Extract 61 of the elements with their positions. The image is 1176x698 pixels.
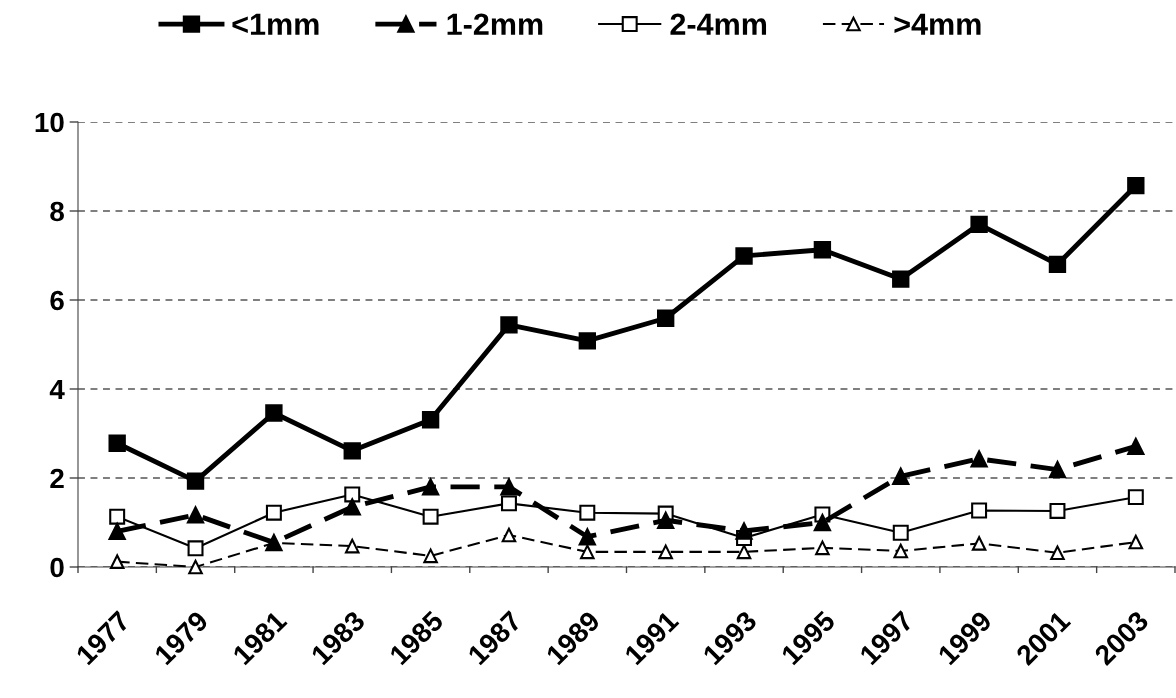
point bbox=[343, 498, 361, 516]
point bbox=[970, 215, 988, 234]
legend-label: <1mm bbox=[232, 13, 319, 35]
point bbox=[422, 508, 439, 525]
point bbox=[1127, 489, 1144, 506]
point bbox=[500, 478, 518, 496]
point bbox=[657, 511, 675, 529]
point bbox=[735, 522, 753, 540]
point bbox=[893, 543, 909, 559]
point bbox=[423, 548, 438, 564]
point bbox=[421, 478, 440, 496]
legend-label: >4mm bbox=[894, 13, 981, 35]
point bbox=[265, 404, 283, 422]
point bbox=[421, 411, 440, 429]
point bbox=[892, 467, 910, 485]
point bbox=[971, 502, 988, 519]
point bbox=[1127, 176, 1145, 195]
point bbox=[186, 506, 205, 524]
point bbox=[658, 544, 673, 560]
point bbox=[892, 270, 910, 288]
point bbox=[1049, 502, 1066, 519]
point bbox=[1127, 437, 1145, 456]
point bbox=[265, 504, 282, 521]
point bbox=[813, 241, 832, 259]
point bbox=[500, 316, 518, 334]
y-tick-label: 8 bbox=[50, 201, 64, 222]
point bbox=[657, 309, 675, 327]
point bbox=[186, 472, 205, 490]
point bbox=[108, 522, 126, 541]
point bbox=[343, 442, 361, 460]
point bbox=[892, 524, 909, 541]
point bbox=[735, 247, 753, 265]
point bbox=[109, 508, 126, 525]
point bbox=[188, 559, 203, 575]
y-tick-label: 4 bbox=[49, 379, 65, 400]
y-tick-label: 2 bbox=[50, 468, 64, 489]
legend-label: 2-4mm bbox=[670, 13, 767, 35]
point bbox=[1048, 255, 1067, 274]
point bbox=[500, 495, 517, 512]
point bbox=[1128, 534, 1144, 550]
point bbox=[344, 538, 360, 554]
point bbox=[1048, 460, 1067, 479]
point bbox=[501, 527, 517, 543]
y-tick-label: 10 bbox=[35, 112, 64, 133]
y-tick-label: 0 bbox=[50, 557, 64, 578]
point bbox=[187, 540, 204, 557]
point bbox=[971, 536, 987, 551]
point bbox=[108, 434, 126, 452]
legend-label: 1-2mm bbox=[447, 13, 543, 35]
point bbox=[580, 544, 595, 560]
point bbox=[813, 513, 832, 532]
point bbox=[578, 528, 596, 546]
point bbox=[344, 486, 361, 503]
point bbox=[736, 544, 752, 560]
point bbox=[579, 504, 596, 521]
point bbox=[109, 554, 125, 569]
point bbox=[1050, 545, 1065, 561]
point bbox=[815, 540, 830, 556]
point bbox=[578, 332, 596, 350]
y-tick-label: 6 bbox=[50, 290, 64, 311]
point bbox=[970, 450, 988, 468]
